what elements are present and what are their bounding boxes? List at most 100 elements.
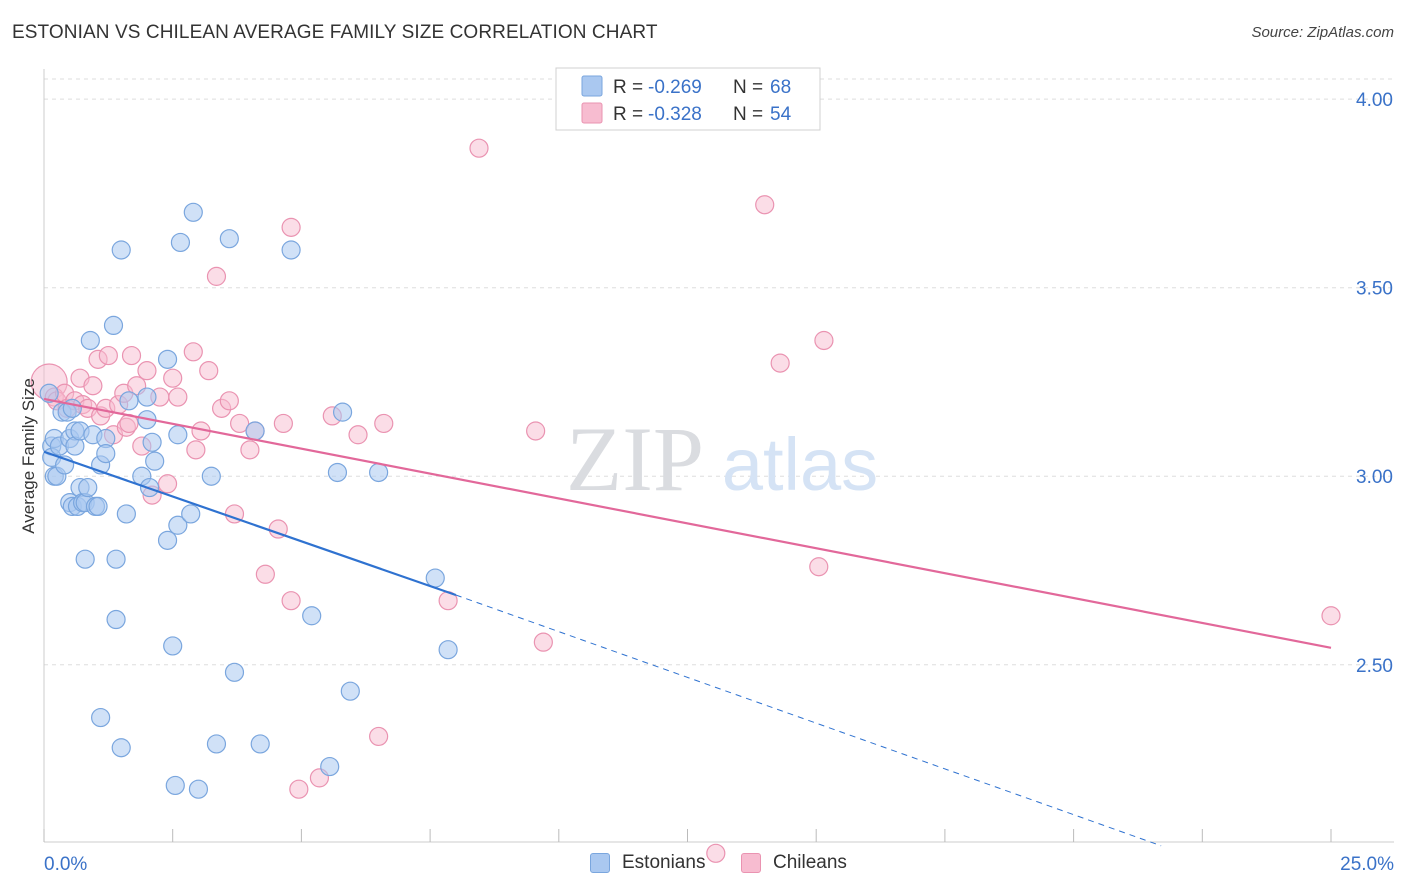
estonian-point — [62, 398, 82, 418]
watermark-zip: ZIP — [566, 408, 704, 510]
estonian-point — [142, 432, 162, 452]
chileans-swatch — [741, 853, 761, 873]
estonian-point — [106, 609, 126, 630]
legend-r-value-chileans: -0.328 — [648, 104, 702, 125]
chilean-point — [706, 843, 726, 863]
estonian-point — [119, 391, 139, 411]
legend-r-value-estonians: -0.269 — [648, 77, 702, 98]
estonian-point — [157, 530, 178, 550]
estonian-point — [163, 636, 183, 656]
source-note: Source: ZipAtlas.com — [1251, 24, 1394, 41]
estonian-point — [320, 756, 340, 777]
legend-n-value-chileans: 54 — [770, 104, 792, 125]
trend-lines — [43, 397, 1332, 847]
chilean-point — [526, 421, 546, 441]
chilean-point — [273, 413, 293, 434]
estonian-point — [96, 444, 116, 464]
chilean-point — [199, 361, 219, 381]
chilean-point — [121, 345, 142, 366]
chilean-point — [83, 376, 103, 396]
legend-n-label-chileans: N = — [733, 104, 763, 125]
chilean-point — [183, 342, 203, 362]
estonian-point — [245, 421, 265, 441]
chilean-point — [219, 391, 239, 411]
estonian-point — [201, 466, 221, 486]
estonian-point — [75, 549, 95, 569]
x-tick-label-min: 0.0% — [44, 854, 87, 875]
estonian-point — [438, 640, 458, 660]
chilean-point — [755, 195, 775, 215]
chilean-point — [163, 368, 183, 388]
estonian-point — [425, 568, 445, 588]
estonian-point — [327, 462, 348, 483]
chilean-point — [469, 138, 489, 158]
chilean-point — [206, 266, 227, 286]
chilean-point — [137, 361, 157, 381]
estonian-point — [170, 232, 191, 253]
estonian-point — [188, 779, 209, 799]
estonian-point — [250, 734, 270, 754]
estonian-point — [78, 477, 98, 498]
chilean-point — [809, 557, 829, 577]
chilean-point — [255, 564, 275, 584]
legend-item-chileans[interactable]: Chileans — [741, 852, 847, 874]
legend-swatch-estonians — [581, 75, 603, 97]
legend-r-label-chileans: R = — [613, 104, 643, 125]
estonian-point — [281, 240, 301, 260]
chilean-point — [369, 726, 389, 747]
correlation-legend: R = -0.269 N = 68 R = -0.328 N = 54 — [555, 67, 821, 131]
chilean-point — [374, 413, 394, 434]
chilean-point — [281, 591, 301, 611]
y-tick-label: 3.00 — [1356, 467, 1393, 488]
chilean-point — [1321, 606, 1341, 626]
estonian-point — [88, 496, 108, 517]
estonian-point — [206, 734, 227, 754]
estonians-swatch — [590, 853, 610, 873]
estonian-point — [106, 549, 126, 569]
estonians-trend-extension — [455, 594, 1162, 847]
chilean-point — [770, 353, 790, 373]
chilean-point — [814, 330, 834, 351]
chilean-point — [289, 779, 309, 799]
estonians-trend-line — [43, 450, 457, 597]
legend-r-label-estonians: R = — [613, 77, 643, 98]
series-legend: Estonians Chileans — [0, 852, 1406, 876]
legend-swatch-chileans — [581, 102, 603, 124]
chilean-point — [168, 387, 188, 407]
y-tick-label: 4.00 — [1356, 90, 1393, 111]
estonian-point — [224, 662, 245, 682]
watermark-atlas: atlas — [722, 423, 878, 506]
estonian-point — [91, 707, 111, 728]
legend-n-label-estonians: N = — [733, 77, 763, 98]
legend-n-value-estonians: 68 — [770, 77, 791, 98]
estonians-points — [39, 202, 458, 799]
estonian-point — [145, 451, 165, 471]
y-tick-label: 3.50 — [1356, 279, 1393, 300]
estonian-point — [340, 681, 360, 701]
estonian-point — [137, 387, 157, 407]
x-tick-label-max: 25.0% — [1340, 854, 1394, 875]
chilean-point — [230, 413, 250, 434]
estonian-point — [39, 383, 59, 403]
chart-title: ESTONIAN VS CHILEAN AVERAGE FAMILY SIZE … — [12, 22, 658, 43]
estonian-point — [116, 504, 136, 524]
chilean-point — [157, 474, 178, 494]
legend-label-chileans: Chileans — [773, 852, 847, 873]
y-axis-title: Average Family Size — [19, 378, 38, 534]
estonian-point — [369, 462, 389, 483]
estonian-point — [80, 330, 100, 351]
estonian-point — [219, 229, 239, 249]
legend-item-estonians[interactable]: Estonians — [590, 852, 705, 874]
estonian-point — [111, 240, 131, 260]
estonian-point — [165, 775, 185, 796]
chilean-point — [281, 217, 301, 237]
chileans-trend-line — [43, 397, 1332, 649]
chilean-point — [240, 440, 260, 460]
y-tick-label: 2.50 — [1356, 656, 1393, 677]
gridlines — [44, 78, 1394, 666]
estonian-point — [168, 425, 188, 445]
estonian-point — [181, 504, 201, 524]
estonian-point — [302, 606, 322, 626]
estonian-point — [103, 315, 124, 336]
estonian-point — [332, 402, 353, 422]
